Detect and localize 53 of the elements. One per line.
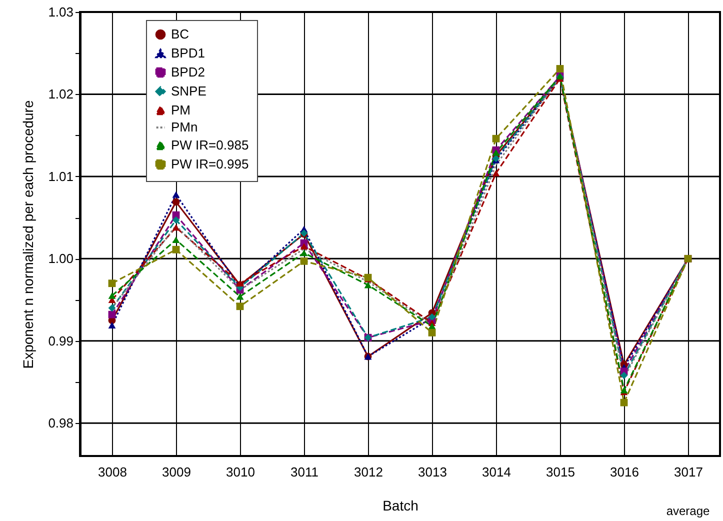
point (172, 246, 180, 254)
legend-label: BC (171, 26, 190, 42)
point (556, 65, 564, 72)
point (108, 304, 116, 312)
x-tick-label: 3013 (418, 464, 447, 480)
point (108, 280, 116, 288)
legend-label: PMn (171, 120, 198, 134)
point (428, 322, 436, 330)
point (620, 398, 628, 406)
point (172, 198, 180, 206)
x-tick-label: 3009 (162, 464, 191, 480)
point (236, 302, 244, 310)
y-tick-label: 1.01 (48, 168, 74, 184)
point (364, 274, 372, 282)
point (236, 293, 244, 300)
text: average (666, 504, 710, 518)
point (108, 310, 116, 318)
x-tick-label: 3017 (674, 464, 703, 480)
point (108, 322, 116, 328)
y-tick-label: 1.02 (48, 86, 74, 102)
y-tick-label: 0.99 (48, 333, 74, 348)
point (108, 292, 116, 299)
point (300, 250, 308, 256)
y-axis-title: Exponent n normalized per each procedure (20, 100, 36, 369)
point (364, 282, 372, 288)
legend-label: PM (171, 102, 190, 118)
point (492, 170, 500, 176)
x-tick-label: 3014 (482, 464, 511, 480)
point (172, 224, 180, 231)
x-tick-label: 3008 (98, 464, 127, 480)
legend-label: PW IR=0.995 (171, 156, 249, 172)
legend-label: BPD2 (171, 64, 205, 80)
y-tick-label: 1.00 (48, 251, 74, 266)
point (492, 149, 500, 156)
point (300, 243, 308, 250)
point (172, 236, 180, 243)
x-tick-label: 3016 (610, 464, 639, 480)
y-tick-label: 1.03 (48, 4, 74, 20)
x-tick-label: 3015 (546, 464, 575, 480)
y-tick-label: 0.98 (48, 416, 74, 431)
legend-label: SNPE (171, 84, 207, 98)
x-tick-label: 3012 (354, 464, 383, 480)
point (300, 257, 308, 265)
x-tick-label: 3011 (290, 464, 318, 480)
legend-label: BPD1 (171, 46, 205, 60)
x-tick-label: 3010 (226, 464, 255, 480)
point (428, 328, 436, 336)
point (492, 134, 500, 142)
point (620, 372, 628, 380)
legend-label: PW IR=0.985 (171, 138, 249, 152)
x-axis-title: Batch (382, 498, 418, 514)
point (172, 216, 180, 224)
point (172, 191, 180, 198)
